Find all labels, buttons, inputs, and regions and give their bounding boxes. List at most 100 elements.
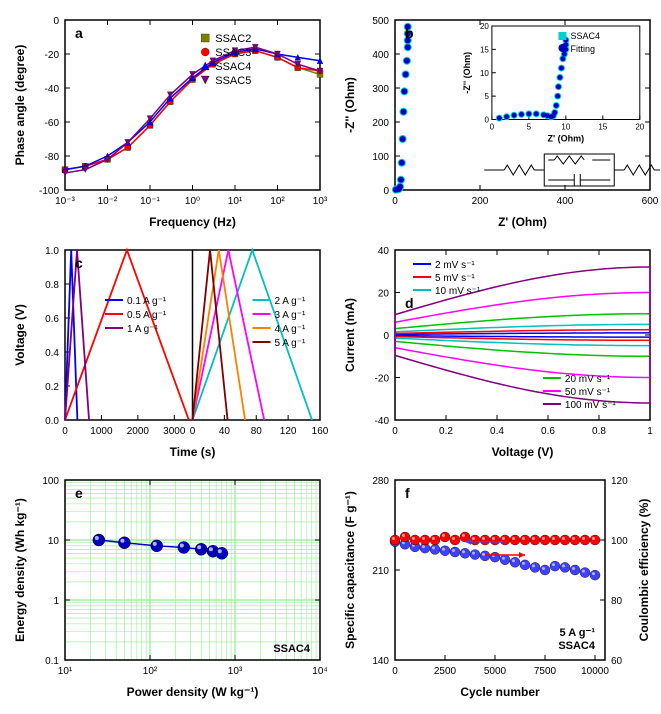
svg-text:SSAC4: SSAC4 [558, 640, 596, 652]
panel-d: 00.20.40.60.81-40-2002040Voltage (V)Curr… [340, 240, 660, 460]
svg-text:Coulombic efficiency (%): Coulombic efficiency (%) [637, 499, 651, 642]
svg-text:5 A g⁻¹: 5 A g⁻¹ [559, 627, 595, 639]
svg-text:0: 0 [392, 426, 398, 437]
svg-text:80: 80 [611, 596, 623, 607]
svg-text:0: 0 [392, 196, 398, 207]
svg-text:10⁰: 10⁰ [185, 196, 200, 207]
svg-text:10: 10 [48, 536, 60, 547]
svg-text:SSAC2: SSAC2 [215, 33, 251, 45]
svg-text:1 A g⁻¹: 1 A g⁻¹ [127, 324, 159, 335]
svg-text:Frequency (Hz): Frequency (Hz) [149, 215, 236, 229]
svg-text:0.8: 0.8 [592, 426, 606, 437]
svg-text:300: 300 [372, 84, 389, 95]
svg-text:500: 500 [372, 16, 389, 27]
figure-container: 10⁻³10⁻²10⁻¹10⁰10¹10²10³-100-80-60-40-20… [0, 0, 661, 714]
panel-c: 0.00.20.40.60.81.00100020003000040801201… [10, 240, 330, 460]
svg-text:280: 280 [372, 476, 389, 487]
svg-text:0: 0 [484, 116, 489, 125]
svg-text:5 A g⁻¹: 5 A g⁻¹ [275, 338, 307, 349]
svg-text:0.1 A g⁻¹: 0.1 A g⁻¹ [127, 296, 167, 307]
svg-text:10³: 10³ [313, 196, 328, 207]
svg-text:1.0: 1.0 [45, 246, 59, 257]
svg-text:200: 200 [372, 118, 389, 129]
svg-text:100: 100 [42, 476, 59, 487]
svg-text:20: 20 [635, 123, 644, 132]
svg-text:Z' (Ohm): Z' (Ohm) [548, 134, 585, 144]
svg-text:2 mV s⁻¹: 2 mV s⁻¹ [435, 260, 475, 271]
svg-text:0: 0 [392, 666, 398, 677]
svg-text:0.5 A g⁻¹: 0.5 A g⁻¹ [127, 310, 167, 321]
svg-text:140: 140 [372, 656, 389, 667]
svg-text:10²: 10² [143, 666, 158, 677]
svg-text:7500: 7500 [534, 666, 557, 677]
svg-text:0.2: 0.2 [45, 382, 59, 393]
svg-text:-80: -80 [45, 152, 60, 163]
svg-text:5: 5 [484, 92, 489, 101]
svg-text:600: 600 [642, 196, 659, 207]
svg-text:400: 400 [372, 50, 389, 61]
svg-text:2500: 2500 [434, 666, 457, 677]
svg-text:5: 5 [527, 123, 532, 132]
svg-text:100: 100 [611, 536, 628, 547]
svg-text:a: a [75, 25, 83, 41]
svg-text:0.4: 0.4 [45, 348, 59, 359]
svg-text:10: 10 [480, 69, 489, 78]
svg-text:10000: 10000 [581, 666, 609, 677]
svg-text:-40: -40 [45, 84, 60, 95]
svg-text:10³: 10³ [228, 666, 243, 677]
svg-text:0.2: 0.2 [439, 426, 453, 437]
svg-text:SSAC4: SSAC4 [215, 61, 251, 73]
svg-text:0: 0 [190, 426, 196, 437]
svg-text:10⁴: 10⁴ [312, 666, 327, 677]
svg-text:Z' (Ohm): Z' (Ohm) [498, 215, 547, 229]
svg-text:200: 200 [472, 196, 489, 207]
svg-text:-Z'' (Ohm): -Z'' (Ohm) [462, 52, 472, 94]
svg-text:Cycle number: Cycle number [460, 685, 540, 699]
svg-text:10⁻²: 10⁻² [98, 196, 118, 207]
svg-text:-60: -60 [45, 118, 60, 129]
panel-e: 10¹10²10³10⁴0.1110100Power density (W kg… [10, 470, 330, 700]
svg-text:120: 120 [280, 426, 297, 437]
svg-text:60: 60 [611, 656, 623, 667]
svg-text:Energy density (Wh kg⁻¹): Energy density (Wh kg⁻¹) [13, 498, 27, 642]
svg-text:c: c [75, 255, 83, 271]
svg-text:50 mV s⁻¹: 50 mV s⁻¹ [565, 387, 611, 398]
svg-text:3000: 3000 [163, 426, 186, 437]
svg-text:0.6: 0.6 [541, 426, 555, 437]
svg-text:0.4: 0.4 [490, 426, 504, 437]
svg-text:100 mV s⁻¹: 100 mV s⁻¹ [565, 400, 617, 411]
svg-text:10²: 10² [270, 196, 285, 207]
svg-text:Specific capacitance (F g⁻¹): Specific capacitance (F g⁻¹) [343, 491, 357, 649]
svg-text:1000: 1000 [90, 426, 113, 437]
svg-text:10⁻¹: 10⁻¹ [140, 196, 160, 207]
panel-a: 10⁻³10⁻²10⁻¹10⁰10¹10²10³-100-80-60-40-20… [10, 10, 330, 230]
svg-text:Voltage (V): Voltage (V) [13, 304, 27, 366]
svg-text:Power density (W kg⁻¹): Power density (W kg⁻¹) [127, 685, 259, 699]
svg-text:SSAC4: SSAC4 [570, 31, 600, 41]
svg-text:b: b [405, 25, 414, 41]
svg-text:15: 15 [598, 123, 607, 132]
svg-text:0: 0 [490, 123, 495, 132]
svg-text:10¹: 10¹ [58, 666, 73, 677]
svg-text:-Z'' (Ohm): -Z'' (Ohm) [343, 77, 357, 133]
svg-text:Voltage (V): Voltage (V) [492, 445, 554, 459]
svg-text:0.1: 0.1 [45, 656, 59, 667]
svg-text:160: 160 [312, 426, 329, 437]
svg-text:3 A g⁻¹: 3 A g⁻¹ [275, 310, 307, 321]
svg-text:Fitting: Fitting [570, 44, 595, 54]
svg-text:-40: -40 [375, 416, 390, 427]
svg-text:1: 1 [647, 426, 653, 437]
svg-text:5 mV s⁻¹: 5 mV s⁻¹ [435, 273, 475, 284]
svg-text:SSAC3: SSAC3 [215, 47, 251, 59]
svg-text:0.6: 0.6 [45, 314, 59, 325]
svg-text:Current (mA): Current (mA) [343, 298, 357, 372]
svg-text:100: 100 [372, 152, 389, 163]
svg-text:80: 80 [251, 426, 263, 437]
svg-text:20: 20 [480, 22, 489, 31]
svg-text:10¹: 10¹ [228, 196, 243, 207]
svg-text:SSAC4: SSAC4 [273, 643, 311, 655]
svg-text:-20: -20 [375, 374, 390, 385]
panel-f: 0250050007500100001402102806080100120Cyc… [340, 470, 660, 700]
svg-text:5000: 5000 [484, 666, 507, 677]
svg-text:210: 210 [372, 566, 389, 577]
